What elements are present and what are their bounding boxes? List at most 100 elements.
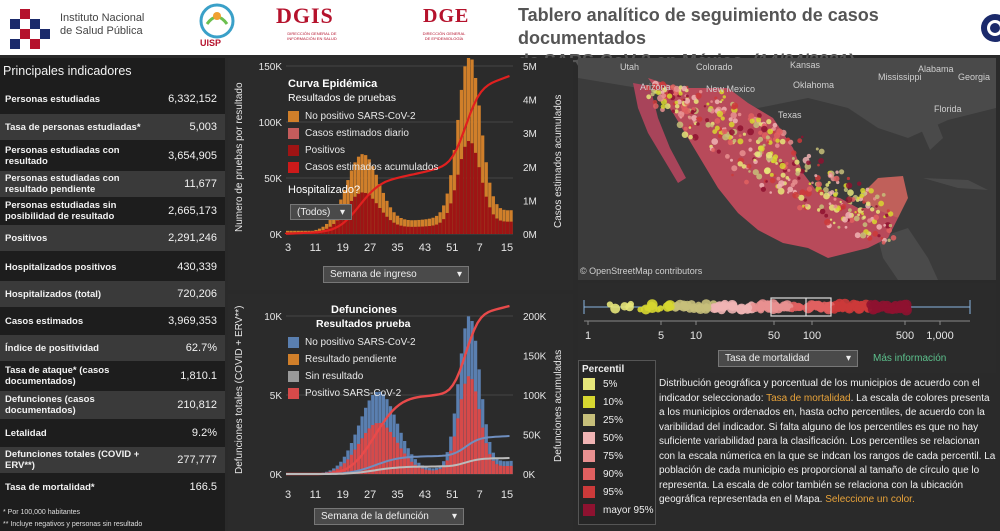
percentile-item[interactable]: 95% (583, 483, 655, 501)
bar-positivos (367, 195, 371, 234)
x-tick: 27 (364, 242, 376, 254)
bar-positivos (459, 159, 464, 234)
municipality-mark (653, 103, 659, 109)
legend-item[interactable]: Casos estimados diario (288, 125, 438, 142)
municipality-mark (695, 92, 702, 99)
hosp-filter-dropdown[interactable]: (Todos) ▾ (290, 204, 352, 220)
municipality-mark (729, 129, 735, 136)
municipality-mark (873, 214, 879, 221)
bar-positivos (417, 226, 421, 234)
boxplot-panel: 1 5 10 50 100 500 1,000 Tasa de mortalidad ▾ M… (578, 283, 996, 373)
percentile-swatch (583, 396, 595, 408)
municipality-mark (776, 128, 783, 135)
map-label-new-mexico: New Mexico (706, 84, 755, 94)
bar-positivos (385, 216, 389, 234)
boxplot-point (606, 301, 613, 308)
y-axis-label-right: Casos estimados acumulados (553, 95, 564, 228)
municipality-mark (875, 205, 878, 208)
municipality-mark (827, 181, 831, 184)
municipality-mark (815, 181, 822, 188)
municipality-mark (849, 217, 855, 223)
bar-positivo (505, 466, 510, 474)
percentile-item[interactable]: 50% (583, 429, 655, 447)
municipality-mark (772, 122, 778, 128)
municipality-mark (779, 138, 786, 145)
legend-item[interactable]: No positivo SARS-CoV-2 (288, 108, 438, 125)
bar-positivos (502, 221, 506, 234)
bar-positivos (488, 207, 492, 234)
municipality-mark (803, 198, 807, 202)
municipality-mark (887, 211, 894, 217)
boxplot-point (610, 303, 621, 314)
municipality-mark (717, 134, 722, 139)
percentile-swatch (583, 378, 595, 390)
municipality-mark (870, 207, 875, 212)
percentile-item[interactable]: mayor 95% (583, 501, 655, 519)
epi-curve-chart[interactable]: 150K 100K 50K 0K 5M 4M 3M 2M 1M 0M 3 11 19 27 35 43 51 7 1… (228, 58, 573, 290)
legend-item[interactable]: Resultado pendiente (288, 351, 416, 368)
map-panel[interactable]: Utah Colorado Kansas Oklahoma Alabama Ge… (578, 58, 996, 280)
boxplot-x-tick: 1 (585, 330, 591, 342)
mortality-boxplot[interactable]: 1 5 10 50 100 500 1,000 (578, 283, 996, 343)
legend-item[interactable]: Positivos (288, 142, 438, 159)
municipality-mark (651, 83, 659, 91)
municipality-mark (697, 116, 703, 122)
dge-subtitle: DIRECCIÓN GENERAL DE EPIDEMIOLOGÍA (422, 31, 466, 41)
bar-positivos (364, 192, 368, 234)
y-tick-left: 0K (270, 230, 283, 241)
bar-positivo (509, 465, 513, 474)
indicator-value: 1,810.1 (180, 370, 217, 382)
chevron-down-icon: ▾ (845, 353, 851, 364)
indicator-value: 3,969,353 (168, 315, 217, 327)
municipality-mark (823, 192, 830, 200)
map-attribution[interactable]: © OpenStreetMap contributors (580, 266, 703, 276)
mexico-map[interactable]: Utah Colorado Kansas Oklahoma Alabama Ge… (578, 58, 996, 280)
municipality-mark (768, 140, 773, 145)
legend-item[interactable]: Positivo SARS-CoV-2 (288, 385, 416, 402)
municipality-mark (880, 237, 884, 240)
municipality-mark (886, 209, 890, 213)
municipality-mark (857, 213, 860, 217)
municipality-mark (779, 162, 786, 170)
deaths-week-dropdown[interactable]: Semana de la defunción ▾ (314, 508, 464, 525)
legend-item[interactable]: Casos estimados acumulados (288, 159, 438, 176)
percentile-item[interactable]: 90% (583, 465, 655, 483)
municipality-mark (861, 212, 864, 216)
bar-positivos (353, 196, 357, 234)
percentile-label: 10% (603, 396, 624, 408)
municipality-mark (758, 145, 765, 152)
percentile-item[interactable]: 10% (583, 393, 655, 411)
bar-positivo (410, 461, 414, 474)
legend-item[interactable]: No positivo SARS-CoV-2 (288, 334, 416, 351)
x-tick: 11 (310, 489, 321, 501)
municipality-mark (856, 196, 860, 200)
municipality-mark (817, 208, 821, 212)
indicator-dropdown[interactable]: Tasa de mortalidad ▾ (718, 350, 858, 367)
percentile-item[interactable]: 75% (583, 447, 655, 465)
boxplot-point (736, 303, 747, 315)
bar-positivo (452, 436, 456, 474)
municipality-mark (787, 191, 790, 194)
municipality-mark (721, 98, 724, 102)
indicator-row: Tasa de mortalidad* 166.5 (0, 474, 225, 500)
bar-positivos (481, 182, 485, 234)
percentile-item[interactable]: 5% (583, 375, 655, 393)
percentile-item[interactable]: 25% (583, 411, 655, 429)
select-color-link[interactable]: Seleccione un color. (825, 494, 915, 505)
municipality-mark (673, 85, 680, 92)
municipality-mark (765, 135, 770, 140)
municipality-mark (747, 128, 754, 136)
boxplot-x-tick: 500 (896, 330, 914, 342)
municipality-mark (655, 90, 661, 95)
y-tick-right: 0M (523, 230, 537, 241)
more-info-link[interactable]: Más información (873, 353, 947, 364)
municipality-mark (769, 191, 772, 194)
epi-week-dropdown[interactable]: Semana de ingreso ▾ (323, 266, 469, 283)
municipality-mark (800, 135, 804, 139)
legend-item[interactable]: Sin resultado (288, 368, 416, 385)
indicator-value: 720,206 (177, 288, 217, 300)
municipality-mark (705, 122, 712, 128)
municipality-mark (861, 208, 864, 211)
municipality-mark (711, 147, 716, 153)
